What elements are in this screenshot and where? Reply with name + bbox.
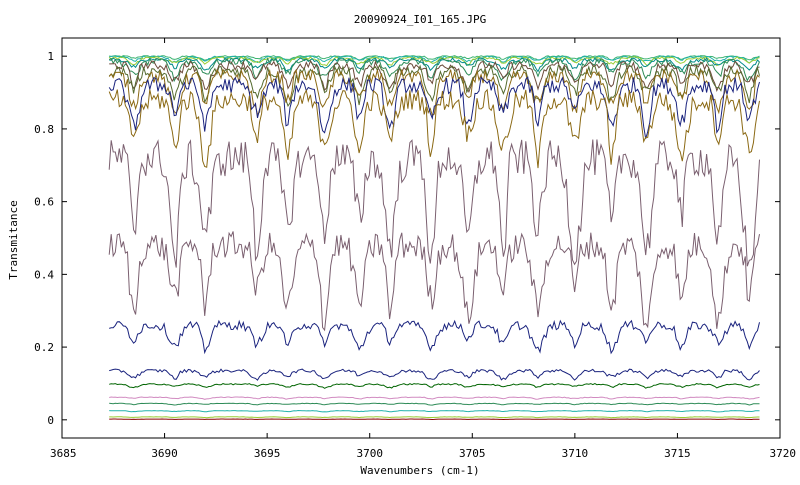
chart-title: 20090924_I01_165.JPG: [354, 13, 486, 26]
y-tick-label: 0.4: [34, 268, 54, 281]
series-line: [108, 57, 760, 83]
series-line: [108, 67, 760, 117]
series-line: [109, 409, 760, 413]
x-tick-label: 3690: [151, 447, 178, 460]
series-line: [108, 231, 760, 332]
series-line: [109, 59, 760, 94]
y-tick-label: 0.6: [34, 196, 54, 209]
series-line: [109, 416, 760, 419]
x-tick-label: 3700: [356, 447, 383, 460]
series-line: [109, 383, 760, 389]
x-tick-label: 3720: [770, 447, 797, 460]
series-line: [109, 57, 760, 73]
y-axis: 0 0.2 0.4 0.6 0.8 1: [34, 50, 780, 427]
series-line: [108, 56, 760, 67]
y-tick-label: 0.8: [34, 123, 54, 136]
x-tick-label: 3685: [50, 447, 77, 460]
series-group: [108, 55, 760, 421]
series-line: [109, 368, 760, 381]
x-tick-label: 3715: [664, 447, 691, 460]
y-tick-label: 0.2: [34, 341, 54, 354]
x-tick-label: 3710: [562, 447, 589, 460]
y-tick-label: 0: [47, 414, 54, 427]
x-axis: 3685 3690 3695 3700 3705 3710 3715 3720: [50, 38, 796, 460]
x-axis-label: Wavenumbers (cm-1): [360, 464, 479, 477]
y-tick-label: 1: [47, 50, 54, 63]
series-line: [109, 418, 760, 421]
series-line: [108, 139, 760, 268]
series-line: [109, 402, 760, 406]
series-line: [109, 396, 760, 400]
plot-frame: [61, 37, 781, 439]
x-tick-label: 3695: [254, 447, 281, 460]
series-line: [108, 76, 760, 139]
series-line: [108, 88, 760, 169]
x-tick-label: 3705: [459, 447, 486, 460]
series-line: [109, 319, 760, 355]
y-axis-label: Transmitance: [7, 200, 20, 279]
